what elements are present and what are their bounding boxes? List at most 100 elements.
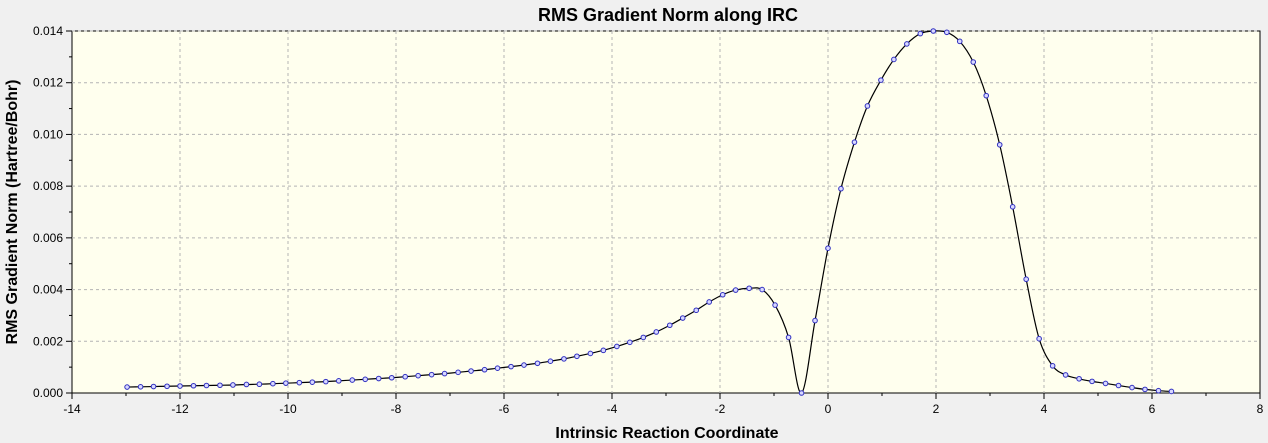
data-point[interactable] [574,353,580,360]
y-tick-label: 0.006 [33,231,63,245]
data-point[interactable] [746,285,752,292]
data-point[interactable] [309,379,316,385]
data-point[interactable] [243,381,250,388]
y-tick-label: 0.004 [33,283,63,297]
data-point[interactable] [1049,363,1056,369]
data-point[interactable] [956,38,963,45]
data-point[interactable] [706,299,713,305]
data-point[interactable] [719,291,726,298]
data-point[interactable] [270,380,276,387]
data-point[interactable] [217,382,223,389]
data-point[interactable] [177,383,183,389]
data-point[interactable] [508,363,514,370]
data-point[interactable] [693,307,700,314]
data-point[interactable] [904,41,910,47]
x-tick-label: 2 [933,402,940,416]
data-point[interactable] [1102,380,1109,387]
data-point[interactable] [494,365,501,371]
x-axis-label: Intrinsic Reaction Coordinate [555,425,778,442]
data-point[interactable] [190,382,197,389]
data-point[interactable] [1129,384,1135,391]
data-point[interactable] [666,322,673,329]
data-point[interactable] [283,380,289,386]
data-point[interactable] [944,29,950,36]
x-tick-label: 8 [1257,402,1264,416]
y-tick-label: 0.000 [33,386,63,400]
data-point[interactable] [798,390,805,396]
data-point[interactable] [349,377,356,383]
data-point[interactable] [838,185,844,192]
data-point[interactable] [653,329,660,335]
plot-area [71,30,1261,394]
data-point[interactable] [335,378,342,384]
data-series [124,28,1175,396]
data-point[interactable] [1062,372,1069,378]
grid-lines [72,30,1260,393]
data-point[interactable] [996,141,1003,148]
data-point[interactable] [772,302,778,308]
data-point[interactable] [1023,276,1029,283]
data-point[interactable] [230,382,236,388]
data-point[interactable] [614,343,620,350]
data-point[interactable] [203,382,210,389]
x-tick-label: 4 [1041,402,1048,416]
data-point[interactable] [785,334,792,341]
x-tick-label: -12 [171,402,189,416]
data-point[interactable] [878,77,884,83]
data-point[interactable] [1036,335,1042,342]
data-point[interactable] [561,356,567,362]
data-point[interactable] [970,59,977,65]
data-point[interactable] [983,92,990,99]
data-point[interactable] [1168,388,1175,395]
data-point[interactable] [455,369,461,376]
data-point[interactable] [600,347,607,354]
data-point[interactable] [521,362,527,368]
data-point[interactable] [402,373,408,380]
axis-ticks: -14 -12 -10 -8 -6 -4 -2 0 2 4 6 8 0.000 0.002 0.004 0.0… [33,24,1264,416]
data-point[interactable] [759,286,765,293]
data-point[interactable] [1076,375,1082,382]
data-point[interactable] [415,372,421,379]
data-point[interactable] [891,56,897,63]
data-point[interactable] [388,374,395,381]
x-tick-label: -10 [279,402,297,416]
data-point[interactable] [124,384,130,390]
data-point[interactable] [323,378,329,385]
data-point[interactable] [1009,204,1016,210]
chart-title: RMS Gradient Norm along IRC [538,5,798,25]
data-point[interactable] [468,368,474,374]
data-point[interactable] [547,358,554,364]
data-point[interactable] [150,383,157,390]
data-point[interactable] [812,317,818,324]
data-point[interactable] [375,375,382,382]
data-point[interactable] [587,350,594,357]
data-point[interactable] [481,366,488,373]
data-point[interactable] [627,339,633,346]
data-point[interactable] [930,28,937,34]
data-point[interactable] [1115,382,1122,389]
x-tick-label: 6 [1149,402,1156,416]
data-point[interactable] [851,139,858,145]
data-point[interactable] [864,103,871,109]
data-point[interactable] [917,30,924,37]
data-point[interactable] [441,370,448,377]
data-point[interactable] [256,381,263,388]
data-point[interactable] [825,245,831,251]
x-tick-label: -14 [63,402,81,416]
data-point[interactable] [428,371,435,378]
data-point[interactable] [1155,387,1162,394]
y-tick-label: 0.002 [33,334,63,348]
data-point[interactable] [679,315,686,321]
data-point[interactable] [732,287,739,293]
data-point[interactable] [296,379,303,386]
data-point[interactable] [534,360,541,367]
data-point[interactable] [164,383,170,390]
data-point[interactable] [362,376,369,383]
data-point[interactable] [640,334,647,341]
x-tick-label: -2 [715,402,726,416]
data-point[interactable] [1142,386,1148,393]
data-point[interactable] [137,383,144,390]
data-point[interactable] [1089,378,1095,385]
